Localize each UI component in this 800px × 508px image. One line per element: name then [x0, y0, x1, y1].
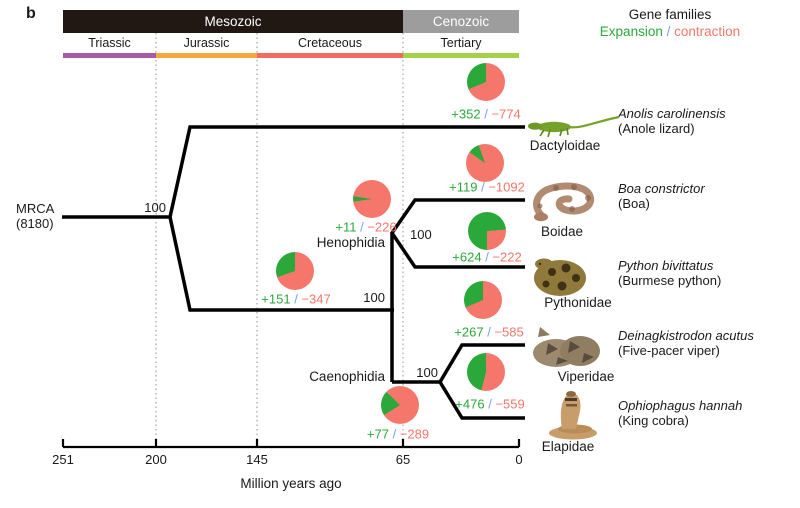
clade-label-henophidia: Henophidia	[316, 235, 385, 250]
period-strip-tertiary	[403, 53, 519, 58]
era-label-mesozoic: Mesozoic	[204, 14, 262, 29]
support-henophidia-node: 100	[410, 227, 432, 242]
legend-expansion: Expansion	[599, 24, 663, 39]
period-label-cretaceous: Cretaceous	[298, 35, 362, 50]
axis-tick-145: 145	[246, 452, 268, 467]
anole-lizard-image	[528, 115, 620, 138]
species-name: Anolis carolinensis	[618, 106, 726, 121]
era-label-cenozoic: Cenozoic	[432, 14, 490, 29]
family-label-viperidae: Viperidae	[557, 369, 615, 384]
family-label-pythonidae: Pythonidae	[544, 295, 612, 310]
pie-values-snake-ancestor: +151 / −347	[261, 291, 331, 307]
pie-henophidia	[353, 180, 391, 218]
species-name: Boa constrictor	[618, 181, 705, 196]
common-name: (Boa)	[618, 196, 650, 211]
legend-contraction: contraction	[674, 24, 741, 39]
pie-snake-ancestor	[276, 252, 314, 290]
legend-slash: /	[666, 24, 671, 39]
common-name: (Burmese python)	[618, 273, 722, 288]
pie-elapidae	[467, 353, 505, 391]
time-axis	[61, 439, 521, 449]
taxon-viper: Deinagkistrodon acutus (Five-pacer viper…	[618, 328, 754, 358]
period-strip-triassic	[63, 53, 156, 58]
support-caenophidia-node: 100	[416, 365, 438, 380]
common-name: (King cobra)	[618, 413, 689, 428]
pie-viperidae	[464, 281, 502, 319]
common-name: (Anole lizard)	[618, 121, 695, 136]
phylogeny-branches	[62, 125, 525, 420]
python-snake-image	[534, 258, 586, 296]
species-name: Deinagkistrodon acutus	[618, 328, 754, 343]
common-name: (Five-pacer viper)	[618, 343, 720, 358]
panel-label: b	[26, 5, 36, 22]
viper-snake-image	[533, 327, 600, 367]
support-root-node: 100	[144, 200, 166, 215]
legend: Gene families Expansion / contraction	[555, 6, 785, 40]
period-strip-cretaceous	[257, 53, 403, 58]
pie-values-henophidia: +11 / −226	[335, 219, 397, 235]
pie-caenophidia	[381, 386, 419, 424]
family-label-dactyloidae: Dactyloidae	[529, 138, 601, 153]
axis-tick-200: 200	[145, 452, 167, 467]
pie-pythonidae	[468, 212, 506, 250]
family-label-elapidae: Elapidae	[541, 439, 595, 454]
era-bar-mesozoic: Mesozoic	[63, 10, 403, 33]
pie-values-elapidae: +476 / −559	[455, 396, 525, 412]
pie-values-viperidae: +267 / −585	[454, 324, 524, 340]
taxon-python: Python bivittatus (Burmese python)	[618, 258, 721, 288]
pie-values-boidae: +119 / −1092	[449, 179, 525, 195]
mrca-name: MRCA	[16, 201, 55, 216]
period-label-tertiary: Tertiary	[440, 35, 482, 50]
axis-tick-65: 65	[395, 452, 411, 467]
period-label-triassic: Triassic	[88, 35, 131, 50]
pie-values-pythonidae: +624 / −222	[452, 249, 522, 265]
era-bar-cenozoic: Cenozoic	[403, 10, 519, 33]
pie-values-dactyloidae: +352 / −774	[451, 106, 521, 122]
mrca-label: MRCA (8180)	[16, 201, 54, 231]
gridlines	[155, 33, 404, 447]
taxon-boa: Boa constrictor (Boa)	[618, 181, 705, 211]
taxon-cobra: Ophiophagus hannah (King cobra)	[618, 398, 742, 428]
period-strip-jurassic	[156, 53, 257, 58]
king-cobra-image	[549, 391, 597, 440]
species-name: Ophiophagus hannah	[618, 398, 743, 413]
period-label-jurassic: Jurassic	[183, 35, 230, 50]
pie-boidae	[466, 144, 504, 182]
axis-title: Million years ago	[240, 476, 342, 491]
boa-snake-image	[533, 182, 595, 222]
pie-values-caenophidia: +77 / −289	[366, 426, 430, 442]
legend-key: Expansion / contraction	[555, 23, 785, 40]
pie-dactyloidae	[467, 63, 505, 101]
mrca-size: (8180)	[16, 216, 54, 231]
family-label-boidae: Boidae	[540, 224, 584, 239]
legend-title: Gene families	[628, 7, 712, 22]
axis-tick-0: 0	[515, 452, 523, 467]
support-snake-node: 100	[363, 290, 385, 305]
taxon-anolis: Anolis carolinensis (Anole lizard)	[618, 106, 726, 136]
axis-tick-251: 251	[52, 452, 74, 467]
clade-label-caenophidia: Caenophidia	[309, 369, 385, 384]
species-name: Python bivittatus	[618, 258, 714, 273]
